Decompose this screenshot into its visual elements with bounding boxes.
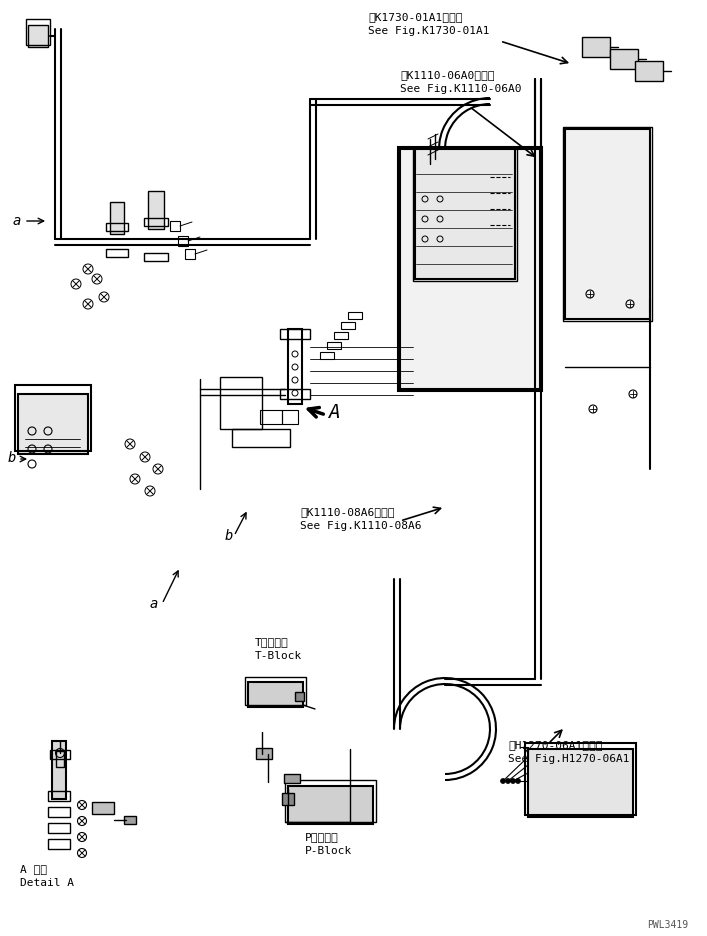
Text: See Fig.K1730-01A1: See Fig.K1730-01A1 — [368, 26, 489, 36]
Bar — [327, 343, 341, 350]
Bar — [610, 50, 638, 70]
Circle shape — [515, 779, 520, 783]
Bar — [248, 682, 303, 708]
Text: 第K1730-01A1図参照: 第K1730-01A1図参照 — [368, 12, 462, 22]
Bar — [50, 750, 70, 759]
Bar — [400, 150, 540, 389]
Text: Tブロック: Tブロック — [255, 636, 288, 647]
Bar — [320, 353, 334, 359]
Bar — [256, 748, 272, 759]
Text: b: b — [225, 529, 233, 543]
Bar — [18, 395, 88, 455]
Bar — [348, 313, 362, 320]
Text: T-Block: T-Block — [255, 651, 303, 660]
Bar — [110, 203, 124, 235]
Bar — [56, 752, 64, 768]
Bar — [48, 839, 70, 849]
Bar — [48, 823, 70, 833]
Bar — [185, 250, 195, 259]
Bar — [144, 219, 168, 227]
Text: 第K1110-06A0図参照: 第K1110-06A0図参照 — [400, 70, 494, 80]
Text: a: a — [150, 596, 158, 610]
Text: PWL3419: PWL3419 — [647, 919, 688, 929]
Bar — [284, 774, 300, 783]
Bar — [220, 377, 262, 430]
Bar — [415, 150, 515, 280]
Bar — [170, 222, 180, 232]
Bar — [334, 332, 348, 340]
Bar — [48, 791, 70, 801]
Bar — [282, 411, 298, 425]
Bar — [26, 20, 50, 46]
Text: A 詳細: A 詳細 — [20, 863, 47, 873]
Bar — [15, 386, 91, 451]
Circle shape — [510, 779, 515, 783]
Bar — [28, 26, 48, 48]
Text: b: b — [8, 450, 16, 464]
Circle shape — [501, 779, 506, 783]
Text: P-Block: P-Block — [305, 845, 352, 856]
Bar — [528, 749, 633, 817]
Bar — [245, 678, 306, 705]
Text: 第K1110-08A6図参照: 第K1110-08A6図参照 — [300, 506, 395, 517]
Bar — [106, 250, 128, 257]
Bar — [288, 329, 302, 404]
Bar — [288, 786, 373, 824]
Circle shape — [506, 779, 510, 783]
Bar — [232, 430, 290, 447]
Bar — [582, 38, 610, 58]
Bar — [52, 741, 66, 799]
Bar — [525, 743, 636, 815]
Bar — [124, 816, 136, 824]
Bar — [282, 793, 294, 805]
Bar — [563, 128, 652, 322]
Bar — [565, 130, 650, 320]
Bar — [341, 323, 355, 329]
Bar — [285, 781, 376, 822]
Text: See Fig.H1270-06A1: See Fig.H1270-06A1 — [508, 753, 629, 763]
Bar — [148, 192, 164, 229]
Bar — [398, 148, 542, 391]
Bar — [635, 62, 663, 82]
Bar — [106, 224, 128, 232]
Bar — [178, 237, 188, 247]
Bar — [280, 389, 310, 400]
Bar — [280, 329, 310, 340]
Bar — [48, 807, 70, 817]
Text: See Fig.K1110-06A0: See Fig.K1110-06A0 — [400, 84, 522, 94]
Bar — [260, 411, 282, 425]
Text: 第H1270-06A1図参照: 第H1270-06A1図参照 — [508, 739, 602, 749]
Bar — [413, 148, 517, 282]
Bar — [92, 802, 114, 814]
Text: Detail A: Detail A — [20, 877, 74, 887]
Bar — [144, 254, 168, 262]
Text: A: A — [328, 402, 340, 421]
Text: Pブロック: Pブロック — [305, 831, 339, 841]
Bar — [295, 693, 304, 701]
Text: a: a — [13, 213, 21, 227]
Text: See Fig.K1110-08A6: See Fig.K1110-08A6 — [300, 520, 421, 531]
